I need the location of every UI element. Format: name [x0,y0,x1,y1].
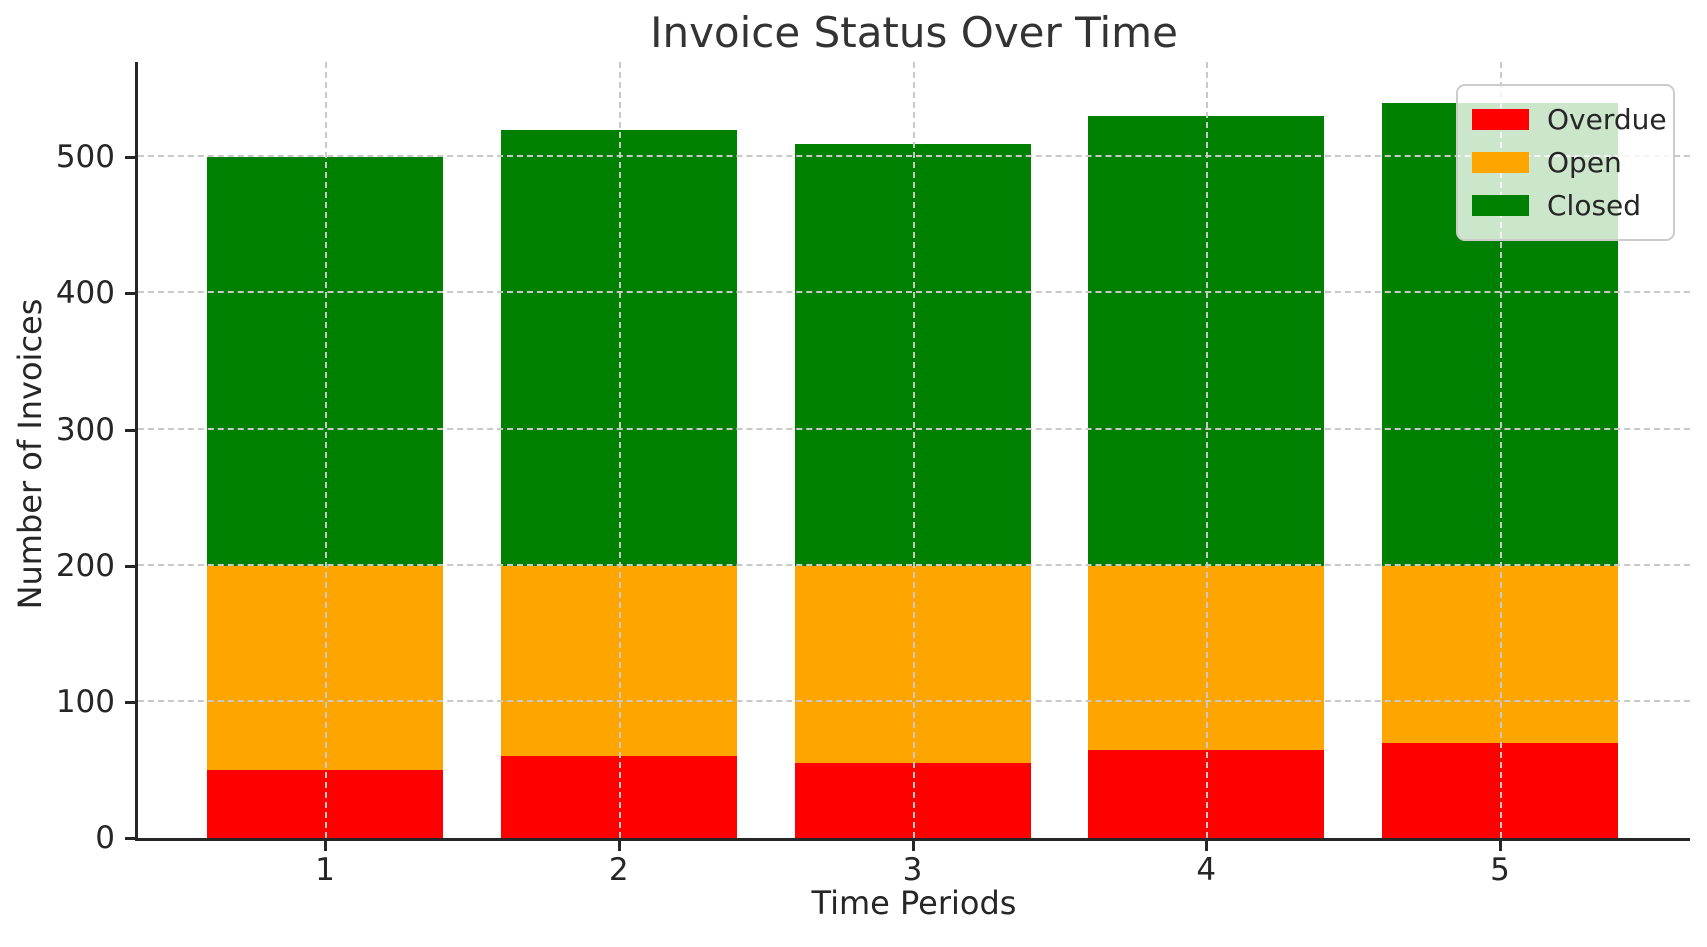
legend-swatch-closed-icon [1472,195,1529,216]
x-axis-spine [135,838,1690,841]
x-tick-label-2: 2 [608,852,629,888]
y-tick-label-300: 300 [55,411,115,448]
x-gridline-3 [912,62,915,838]
x-gridline-4 [1206,62,1209,838]
y-tick-mark-300 [125,428,136,432]
y-tick-mark-500 [125,156,136,160]
x-tick-mark-3 [911,840,915,851]
chart-title: Invoice Status Over Time [650,8,1178,57]
x-tick-mark-4 [1205,840,1209,851]
legend-item-overdue: Overdue [1472,98,1673,141]
x-tick-mark-5 [1499,840,1502,851]
grid-layer [138,62,1690,838]
legend-swatch-open-icon [1472,152,1529,173]
x-tick-mark-1 [324,840,327,851]
y-tick-label-100: 100 [55,683,115,720]
legend-label-open: Open [1547,146,1622,179]
legend-label-overdue: Overdue [1547,103,1667,136]
y-tick-label-500: 500 [55,139,115,176]
x-tick-label-5: 5 [1490,852,1510,888]
y-tick-label-400: 400 [55,275,115,312]
y-tick-mark-200 [125,564,136,568]
legend-item-open: Open [1472,141,1673,184]
legend-item-closed: Closed [1472,184,1673,227]
y-tick-mark-0 [125,837,136,840]
x-tick-label-4: 4 [1196,852,1217,888]
x-gridline-1 [325,62,327,838]
legend-swatch-overdue-icon [1472,109,1529,130]
y-tick-label-0: 0 [95,820,115,856]
x-axis-label: Time Periods [811,884,1017,922]
y-tick-mark-100 [125,700,136,704]
x-tick-label-1: 1 [315,852,335,888]
y-axis-label: Number of Invoices [11,298,49,610]
x-gridline-2 [618,62,621,838]
y-axis-spine [135,62,138,841]
x-gridline-5 [1500,62,1502,838]
x-tick-mark-2 [617,840,621,851]
x-tick-label-3: 3 [902,852,923,888]
legend: Overdue Open Closed [1456,84,1675,241]
y-tick-label-200: 200 [55,547,115,584]
legend-label-closed: Closed [1547,189,1642,222]
y-tick-mark-400 [125,292,136,296]
